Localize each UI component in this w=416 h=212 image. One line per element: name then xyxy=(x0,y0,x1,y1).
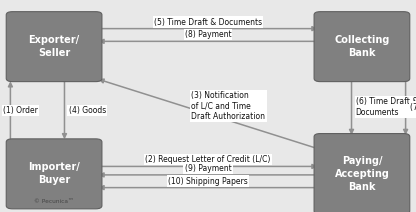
Text: (7) Payment: (7) Payment xyxy=(410,103,416,112)
Text: (10) Shipping Papers: (10) Shipping Papers xyxy=(168,177,248,186)
FancyBboxPatch shape xyxy=(314,134,410,212)
Text: (9) Payment: (9) Payment xyxy=(185,164,231,173)
FancyBboxPatch shape xyxy=(314,12,410,82)
FancyBboxPatch shape xyxy=(6,12,102,82)
Text: (8) Payment: (8) Payment xyxy=(185,30,231,39)
Text: (3) Notification
of L/C and Time
Draft Authorization: (3) Notification of L/C and Time Draft A… xyxy=(191,91,265,121)
Text: © Pecunica™: © Pecunica™ xyxy=(34,198,74,204)
FancyBboxPatch shape xyxy=(6,139,102,209)
Text: (6) Time Draft &
Documents: (6) Time Draft & Documents xyxy=(356,97,416,117)
Text: (5) Time Draft & Documents: (5) Time Draft & Documents xyxy=(154,18,262,26)
Text: Paying/
Accepting
Bank: Paying/ Accepting Bank xyxy=(334,156,389,192)
Text: (4) Goods: (4) Goods xyxy=(69,106,106,115)
Text: Exporter/
Seller: Exporter/ Seller xyxy=(29,35,79,58)
Text: (2) Request Letter of Credit (L/C): (2) Request Letter of Credit (L/C) xyxy=(145,155,271,164)
Text: (1) Order: (1) Order xyxy=(3,106,38,115)
Text: Importer/
Buyer: Importer/ Buyer xyxy=(28,162,80,185)
Text: Collecting
Bank: Collecting Bank xyxy=(334,35,390,58)
